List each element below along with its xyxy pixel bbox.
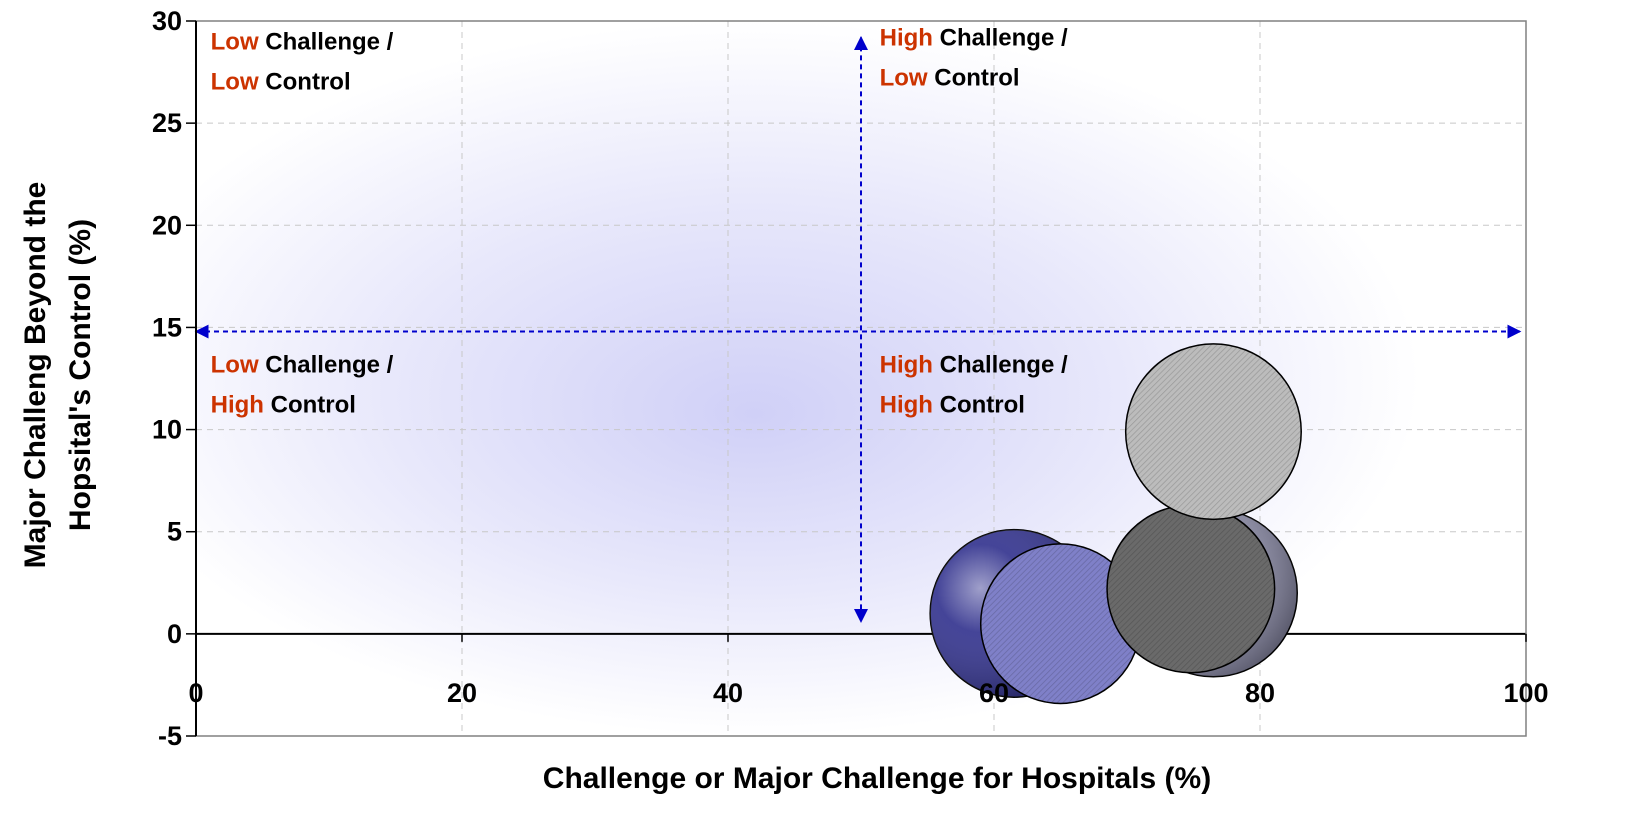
bubble-texture [980, 543, 1141, 704]
y-tick-label: 10 [152, 415, 182, 445]
y-tick-label: 15 [152, 312, 182, 342]
quadrant-label-highlight: Low [211, 29, 259, 56]
x-tick-label: 0 [188, 678, 203, 708]
x-tick-label: 20 [447, 678, 477, 708]
quadrant-label-text: Challenge / [933, 25, 1068, 52]
quadrant-label-high-low-line1: High Challenge / [880, 25, 1068, 52]
y-axis-title-line2: Hopsital's Control (%) [64, 219, 97, 531]
quadrant-label-high-high-line1: High Challenge / [880, 351, 1068, 378]
quadrant-label-low-low-line2: Low Control [211, 69, 351, 96]
y-tick-label: 5 [167, 517, 182, 547]
quadrant-label-text: Challenge / [933, 351, 1068, 378]
y-tick-label: -5 [158, 721, 182, 751]
x-tick-label: 80 [1245, 678, 1275, 708]
quadrant-label-text: Control [928, 65, 1020, 92]
quadrant-label-highlight: Low [211, 351, 259, 378]
y-axis-title-line1: Major Challeng Beyond the [19, 182, 52, 569]
quadrant-label-text: Control [933, 391, 1025, 418]
x-axis-title: Challenge or Major Challenge for Hospita… [543, 762, 1211, 795]
quadrant-label-highlight: High [211, 391, 264, 418]
quadrant-label-high-low-line2: Low Control [880, 65, 1020, 92]
x-tick-label: 100 [1503, 678, 1548, 708]
quadrant-label-text: Control [264, 391, 356, 418]
quadrant-dividers [194, 35, 1522, 623]
x-tick-label: 40 [713, 678, 743, 708]
bubble-texture [1107, 505, 1275, 673]
quadrant-label-text: Challenge / [259, 351, 394, 378]
quadrant-label-high-high-line2: High Control [880, 391, 1025, 418]
y-tick-label: 0 [167, 619, 182, 649]
quadrant-label-highlight: High [880, 351, 933, 378]
quadrant-label-highlight: High [880, 391, 933, 418]
quadrant-label-highlight: Low [211, 69, 259, 96]
quadrant-label-low-high-line1: Low Challenge / [211, 351, 394, 378]
bubble-series [929, 343, 1302, 705]
quadrant-label-highlight: High [880, 25, 933, 52]
quadrant-label-low-low-line1: Low Challenge / [211, 29, 394, 56]
quadrant-label-text: Challenge / [259, 29, 394, 56]
bubble-texture [1125, 343, 1302, 520]
quadrant-label-highlight: Low [880, 65, 928, 92]
quadrant-label-low-high-line2: High Control [211, 391, 356, 418]
quadrant-label-text: Control [259, 69, 351, 96]
y-tick-label: 25 [152, 108, 182, 138]
y-tick-label: 30 [152, 6, 182, 36]
y-tick-label: 20 [152, 210, 182, 240]
x-tick-label: 60 [979, 678, 1009, 708]
